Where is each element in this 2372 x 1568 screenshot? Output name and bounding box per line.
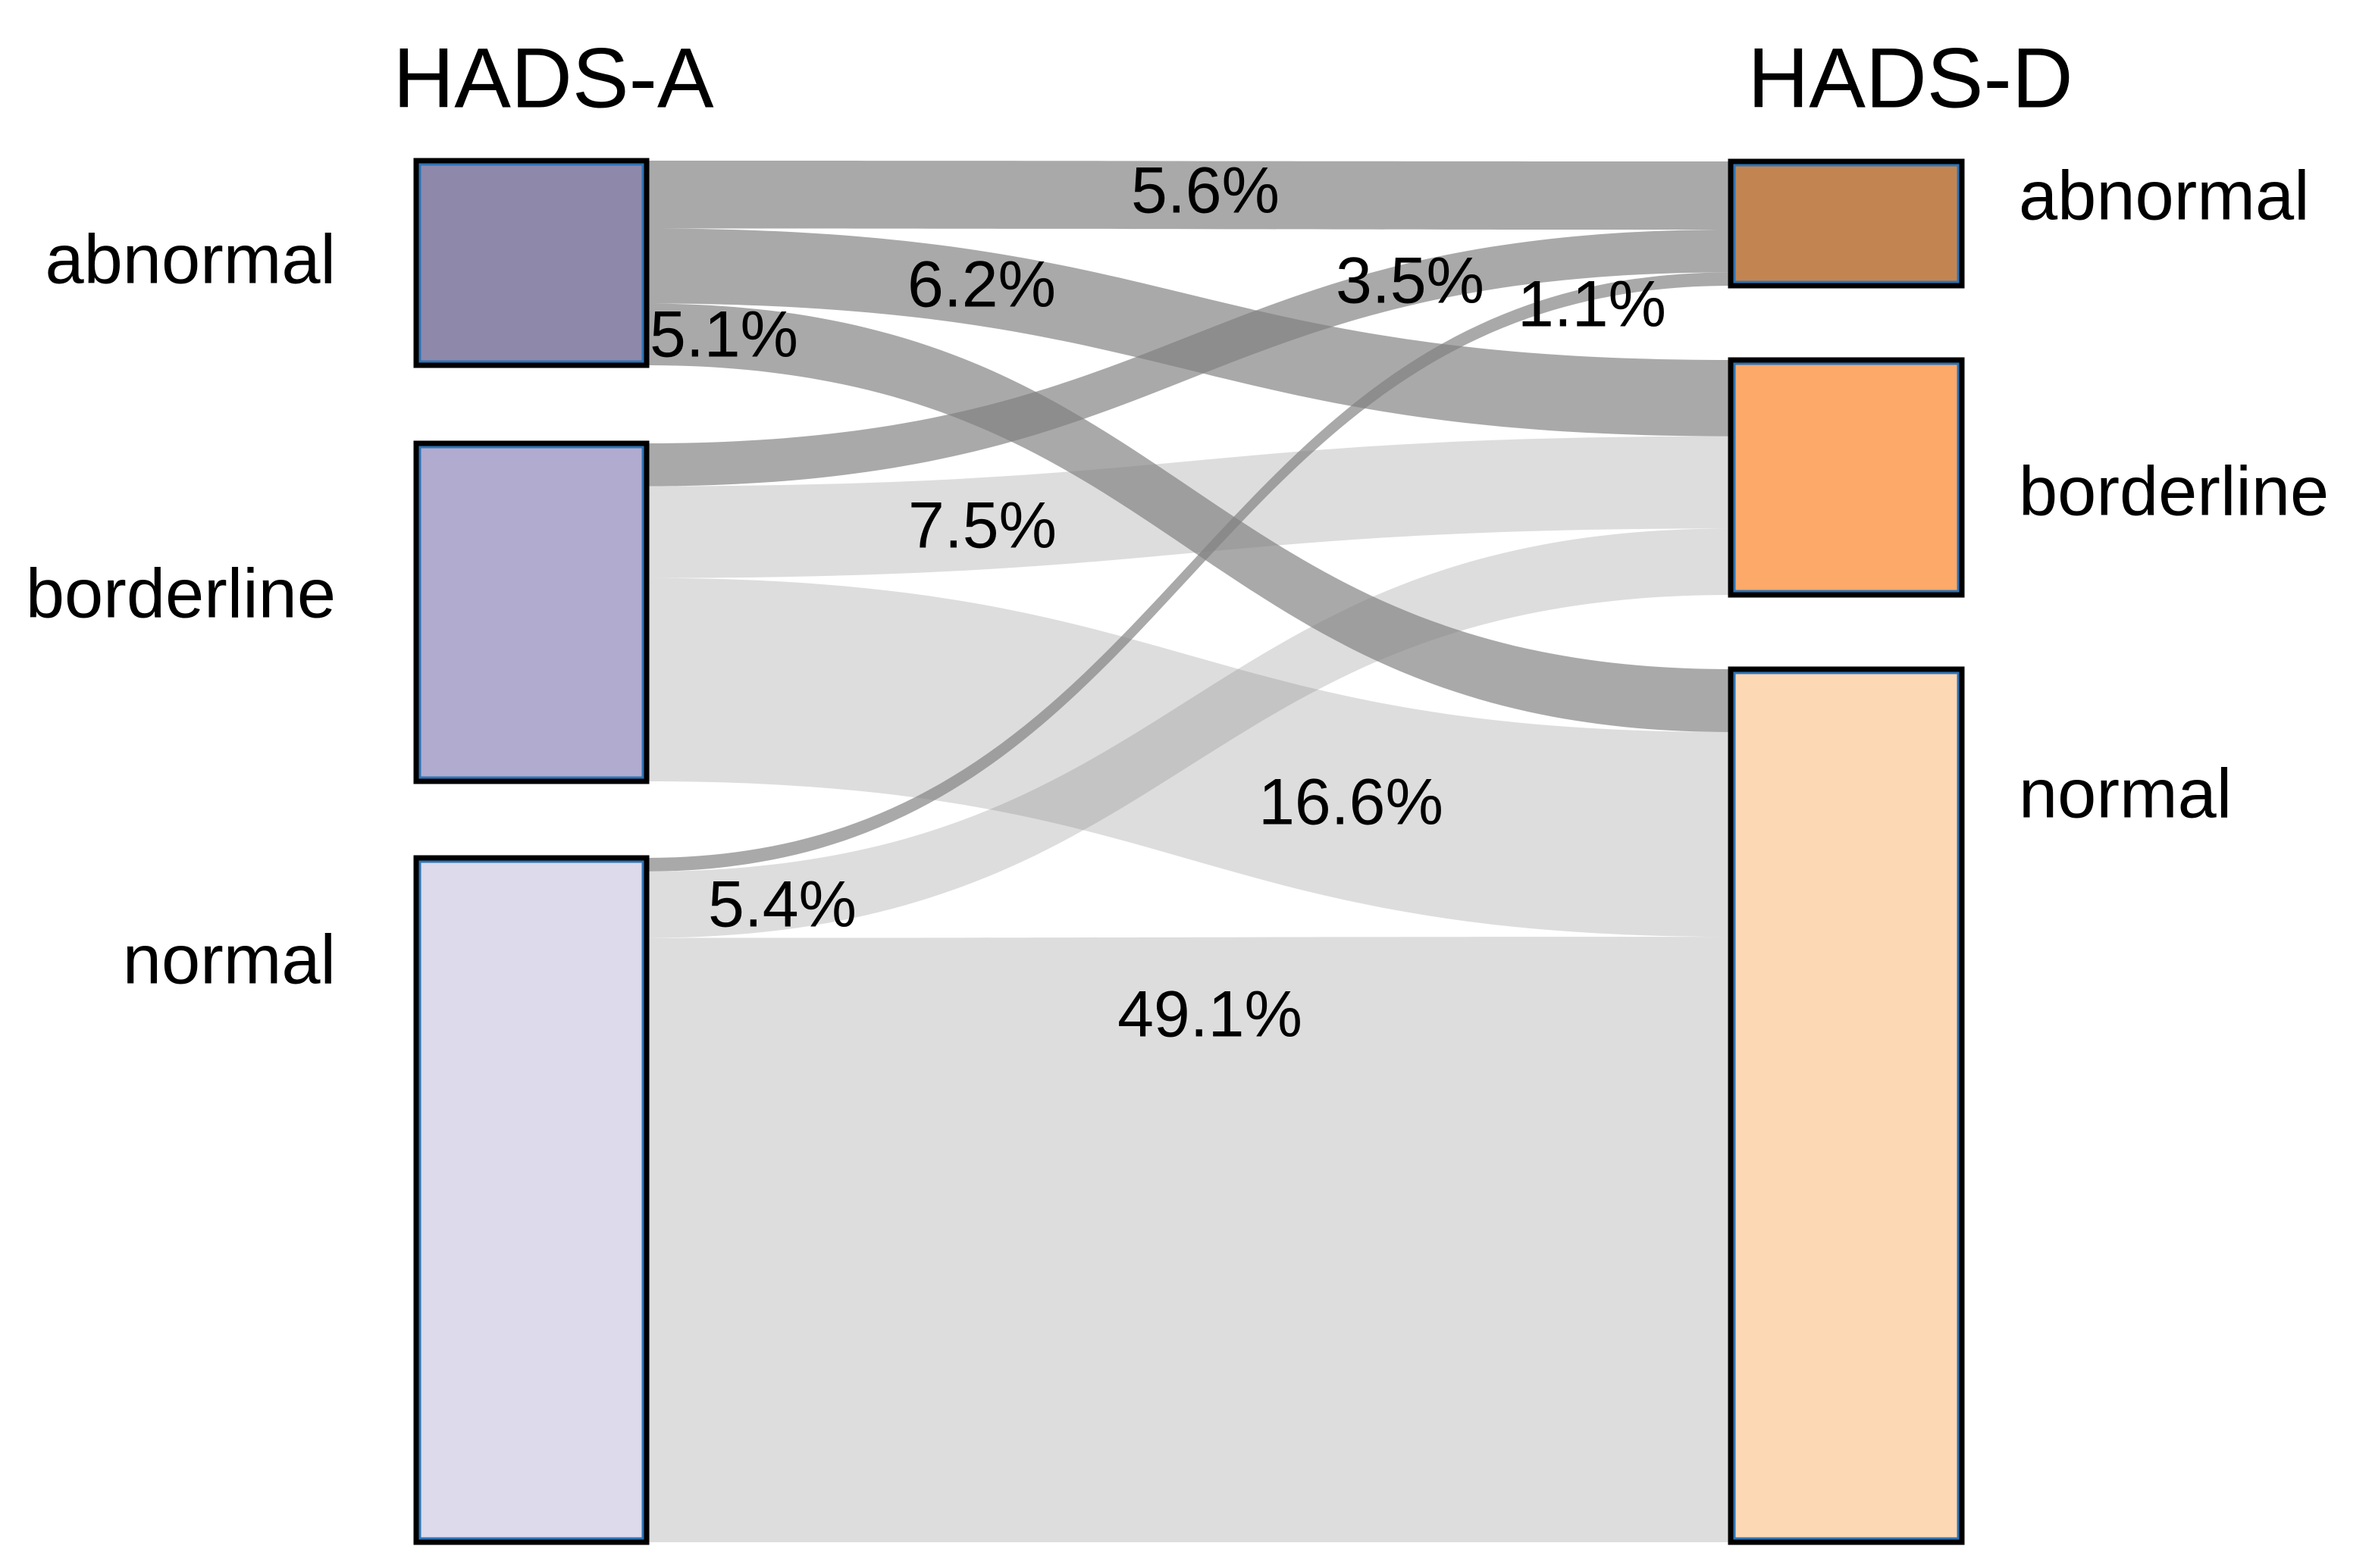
sankey-node-hads-a-normal bbox=[413, 855, 650, 1545]
node-label-hads-a-abnormal: abnormal bbox=[45, 221, 336, 298]
column-title-hads-a: HADS-A bbox=[393, 31, 713, 126]
sankey-node-hads-a-abnormal bbox=[413, 158, 650, 368]
column-title-hads-d: HADS-D bbox=[1747, 31, 2073, 126]
flow-label-borderline-to-borderline: 7.5% bbox=[908, 490, 1057, 562]
sankey-flow-normal-to-abnormal bbox=[647, 272, 1731, 872]
flow-label-borderline-to-abnormal: 3.5% bbox=[1336, 245, 1484, 318]
sankey-node-hads-d-borderline bbox=[1728, 357, 1965, 598]
node-rect-outer-hads-a-borderline bbox=[413, 440, 650, 784]
sankey-flow-abnormal-to-normal bbox=[647, 303, 1731, 732]
sankey-node-hads-d-normal bbox=[1728, 666, 1965, 1545]
node-rect-inner-hads-a-abnormal bbox=[418, 163, 644, 363]
node-rect-inner-hads-d-abnormal bbox=[1733, 164, 1960, 283]
flow-label-abnormal-to-borderline: 6.2% bbox=[907, 249, 1056, 321]
flow-label-normal-to-abnormal: 1.1% bbox=[1518, 268, 1666, 341]
sankey-node-hads-a-borderline bbox=[413, 440, 650, 784]
node-rect-outer-hads-d-normal bbox=[1728, 666, 1965, 1545]
flow-label-normal-to-normal: 49.1% bbox=[1117, 978, 1302, 1051]
node-rect-inner-hads-a-borderline bbox=[418, 446, 644, 779]
flow-label-normal-to-borderline: 5.4% bbox=[708, 869, 857, 941]
flow-label-abnormal-to-abnormal: 5.6% bbox=[1131, 155, 1280, 227]
node-rect-inner-hads-a-normal bbox=[418, 860, 644, 1540]
sankey-flow-abnormal-to-borderline bbox=[647, 228, 1731, 437]
node-rect-outer-hads-a-abnormal bbox=[413, 158, 650, 368]
sankey-flow-borderline-to-abnormal bbox=[647, 230, 1731, 487]
node-label-hads-d-normal: normal bbox=[2019, 755, 2232, 832]
node-rect-outer-hads-a-normal bbox=[413, 855, 650, 1545]
flow-label-borderline-to-normal: 16.6% bbox=[1258, 766, 1443, 839]
sankey-flow-normal-to-normal bbox=[647, 937, 1731, 1542]
node-rect-outer-hads-d-borderline bbox=[1728, 357, 1965, 598]
node-rect-inner-hads-d-borderline bbox=[1733, 362, 1960, 593]
node-label-hads-a-borderline: borderline bbox=[26, 555, 336, 632]
node-label-hads-a-normal: normal bbox=[123, 921, 336, 998]
sankey-flow-borderline-to-normal bbox=[647, 577, 1731, 937]
node-label-hads-d-abnormal: abnormal bbox=[2019, 157, 2310, 234]
sankey-node-hads-d-abnormal bbox=[1728, 158, 1965, 289]
node-rect-inner-hads-d-normal bbox=[1733, 671, 1960, 1540]
sankey-flow-abnormal-to-abnormal bbox=[647, 161, 1731, 230]
node-rect-outer-hads-d-abnormal bbox=[1728, 158, 1965, 289]
flow-label-abnormal-to-normal: 5.1% bbox=[650, 299, 798, 371]
node-label-hads-d-borderline: borderline bbox=[2019, 452, 2329, 530]
